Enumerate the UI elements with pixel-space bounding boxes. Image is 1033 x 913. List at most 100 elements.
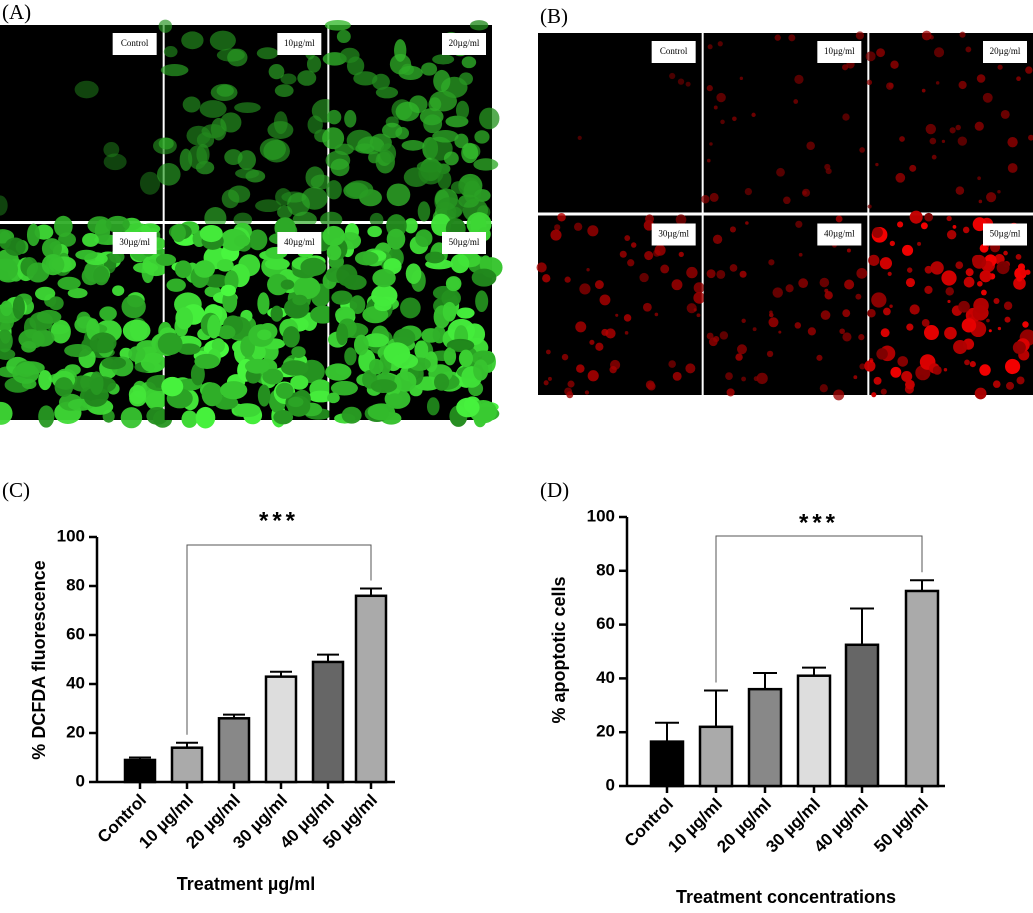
- cell: [161, 376, 184, 397]
- cell: [678, 251, 684, 258]
- cell: [273, 410, 294, 425]
- cell: [194, 353, 220, 369]
- cell: [442, 301, 457, 322]
- bar: [311, 660, 345, 784]
- cell: [737, 344, 747, 355]
- cell: [432, 130, 459, 143]
- cell: [554, 224, 561, 231]
- cell: [156, 163, 181, 186]
- cell: [36, 309, 62, 324]
- cell: [339, 47, 360, 63]
- cell: [270, 305, 283, 322]
- cell: [395, 101, 420, 122]
- cell: [369, 358, 384, 375]
- cell: [166, 278, 186, 292]
- cell: [26, 223, 40, 247]
- cell: [120, 407, 143, 429]
- cell: [729, 264, 738, 272]
- cell: [866, 79, 873, 86]
- cell: [267, 273, 290, 296]
- cell: [1013, 277, 1026, 290]
- cell: [386, 228, 406, 250]
- cell: [175, 307, 194, 330]
- cell: [288, 396, 304, 408]
- cell: [194, 260, 216, 278]
- cell: [1012, 341, 1026, 355]
- cell: [210, 83, 238, 102]
- cell: [844, 279, 855, 290]
- cell: [1025, 269, 1031, 275]
- cell: [293, 276, 321, 300]
- cell: [330, 158, 350, 177]
- y-tick-label: 60: [596, 614, 615, 633]
- cell: [897, 221, 904, 228]
- cell: [322, 127, 345, 150]
- cell: [218, 325, 236, 340]
- cell: [363, 333, 389, 348]
- cell: [824, 288, 829, 293]
- cell: [963, 276, 975, 288]
- cell: [1028, 134, 1033, 141]
- y-tick-label: 0: [76, 771, 85, 790]
- cell: [308, 390, 334, 403]
- cell: [895, 172, 906, 183]
- image-label-box: [651, 41, 696, 63]
- micrograph: 10µg/ml: [701, 31, 868, 213]
- cell: [171, 223, 186, 243]
- cell: [400, 297, 421, 319]
- cell: [394, 39, 407, 62]
- cell: [201, 124, 226, 139]
- cell: [958, 80, 967, 90]
- cell: [536, 262, 547, 273]
- cell: [341, 406, 362, 424]
- significance-annotation: ***: [259, 507, 299, 534]
- cell: [842, 309, 851, 318]
- cell: [105, 215, 130, 233]
- cell: [920, 222, 928, 230]
- cell: [461, 142, 479, 164]
- cell: [887, 271, 892, 276]
- cell: [794, 74, 804, 84]
- cell: [463, 180, 482, 204]
- cell: [543, 380, 549, 386]
- image-label-box: [442, 232, 486, 254]
- cell: [788, 34, 796, 42]
- bar: [217, 717, 251, 784]
- cell: [262, 368, 284, 385]
- cell: [753, 376, 759, 382]
- cell: [952, 225, 957, 229]
- cell: [374, 299, 392, 312]
- cell: [806, 141, 815, 151]
- cell: [741, 376, 747, 382]
- micrograph: 20µg/ml: [865, 30, 1033, 213]
- x-axis-label: Treatment µg/ml: [177, 874, 315, 894]
- cell: [930, 261, 944, 275]
- micrograph: 20µg/ml: [320, 20, 500, 228]
- bar: [170, 746, 204, 784]
- cell: [368, 151, 381, 164]
- cell: [706, 158, 711, 163]
- cell: [816, 354, 823, 361]
- cell: [992, 380, 1001, 388]
- significance-bracket: [715, 535, 923, 683]
- y-axis-label: % DCFDA fluorescence: [29, 560, 49, 759]
- cell: [820, 310, 831, 320]
- cell: [471, 268, 497, 287]
- cell: [38, 405, 55, 428]
- cell: [595, 342, 604, 351]
- cell: [41, 254, 65, 276]
- cell: [584, 390, 590, 395]
- cell: [981, 289, 987, 296]
- cell: [949, 127, 956, 134]
- cell: [725, 372, 733, 380]
- image-label-box: [277, 232, 322, 254]
- cell: [181, 31, 204, 50]
- cell: [867, 309, 876, 318]
- y-tick-label: 80: [596, 560, 615, 579]
- cell: [947, 299, 951, 304]
- cell: [921, 30, 932, 41]
- cell: [140, 223, 161, 235]
- cell: [187, 145, 208, 170]
- micrograph: 50µg/ml: [864, 210, 1033, 400]
